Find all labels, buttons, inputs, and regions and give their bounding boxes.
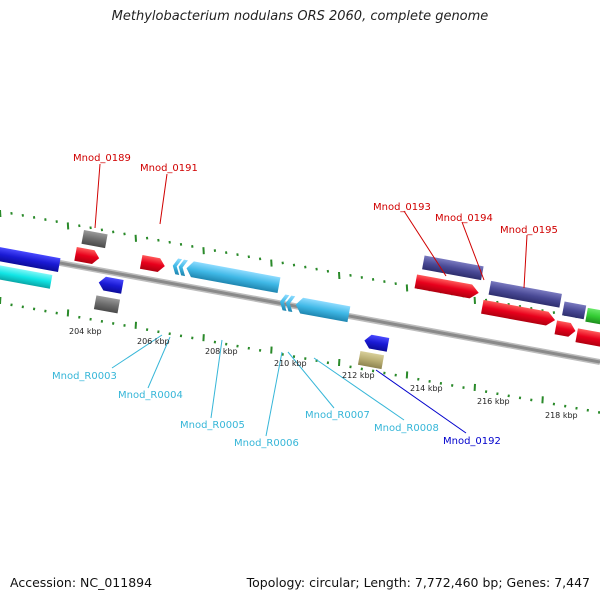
scale-label-218kbp: 218 kbp (545, 411, 578, 420)
rna-mnod-r0008[interactable] (294, 297, 351, 323)
gene-label-mnod-0189[interactable]: Mnod_0189 (73, 153, 131, 164)
map-title: Methylobacterium nodulans ORS 2060, comp… (111, 9, 489, 24)
gene-label-mnod-r0005[interactable]: Mnod_R0005 (180, 420, 245, 431)
scale-label-216kbp: 216 kbp (477, 397, 510, 406)
topology-label: Topology: circular; Length: 7,772,460 bp… (246, 575, 590, 590)
gene-red-mnod-0194[interactable] (481, 299, 556, 327)
gene-cyan-left[interactable] (0, 263, 53, 289)
gene-purple-mnod-0194[interactable] (488, 280, 562, 308)
callout-line-mnod-0192 (375, 369, 467, 434)
gene-gray-small[interactable] (93, 295, 121, 314)
callout-line-mnod-0193 (403, 210, 447, 277)
gene-label-mnod-r0003[interactable]: Mnod_R0003 (52, 371, 117, 382)
gene-red-right[interactable] (575, 328, 600, 348)
gene-tan-mnod-0192[interactable] (357, 350, 385, 370)
rna-chevron-2[interactable] (177, 259, 188, 277)
callout-line-mnod-r0004 (147, 336, 171, 389)
lower-tick-track (0, 296, 600, 414)
scale-label-212kbp: 212 kbp (342, 371, 375, 380)
scale-label-214kbp: 214 kbp (410, 384, 443, 393)
callout-line-mnod-0194 (461, 221, 485, 281)
callout-line-mnod-r0008 (313, 357, 405, 421)
callout-line-mnod-r0005 (210, 339, 223, 419)
gene-red-mnod-0191[interactable] (139, 254, 166, 273)
scale-label-204kbp: 204 kbp (69, 327, 102, 336)
callout-line-mnod-r0006 (265, 351, 283, 437)
accession-label: Accession: NC_011894 (10, 575, 153, 590)
gene-label-mnod-0194[interactable]: Mnod_0194 (435, 213, 493, 224)
gene-red-mnod-0193[interactable] (414, 274, 480, 299)
gene-label-mnod-r0007[interactable]: Mnod_R0007 (305, 410, 370, 421)
gene-blue-small[interactable] (98, 276, 124, 294)
rna-chevron-1[interactable] (171, 258, 183, 276)
gene-label-mnod-0193[interactable]: Mnod_0193 (373, 202, 431, 213)
callout-line-mnod-0195 (523, 234, 528, 289)
callout-line-mnod-r0007 (287, 351, 335, 409)
gene-blue-mnod-0192-top[interactable] (363, 334, 390, 352)
callout-line-mnod-0189 (94, 163, 101, 229)
scale-label-206kbp: 206 kbp (137, 337, 170, 346)
callout-line-mnod-0191 (159, 173, 168, 225)
gene-label-mnod-0195[interactable]: Mnod_0195 (500, 225, 558, 236)
gene-green-right[interactable] (585, 307, 600, 326)
gene-purple-mnod-0193[interactable] (422, 255, 484, 281)
rna-mnod-r0005[interactable] (185, 260, 281, 294)
gene-red-mnod-0189[interactable] (74, 246, 100, 265)
gene-purple-right[interactable] (562, 301, 587, 320)
gene-gray-mnod-0189[interactable] (81, 230, 108, 249)
rna-chevron-3[interactable] (279, 294, 290, 311)
gene-label-mnod-0192[interactable]: Mnod_0192 (443, 436, 501, 447)
gene-label-mnod-r0004[interactable]: Mnod_R0004 (118, 390, 183, 401)
gene-red-mnod-0195[interactable] (554, 320, 577, 337)
gene-label-mnod-r0008[interactable]: Mnod_R0008 (374, 423, 439, 434)
gene-label-mnod-0191[interactable]: Mnod_0191 (140, 163, 198, 174)
rna-chevron-4[interactable] (284, 295, 296, 313)
gene-label-mnod-r0006[interactable]: Mnod_R0006 (234, 438, 299, 449)
scale-label-208kbp: 208 kbp (205, 347, 238, 356)
scale-label-210kbp: 210 kbp (274, 359, 307, 368)
gene-blue-left[interactable] (0, 246, 61, 272)
callout-line-mnod-r0003 (111, 334, 163, 369)
